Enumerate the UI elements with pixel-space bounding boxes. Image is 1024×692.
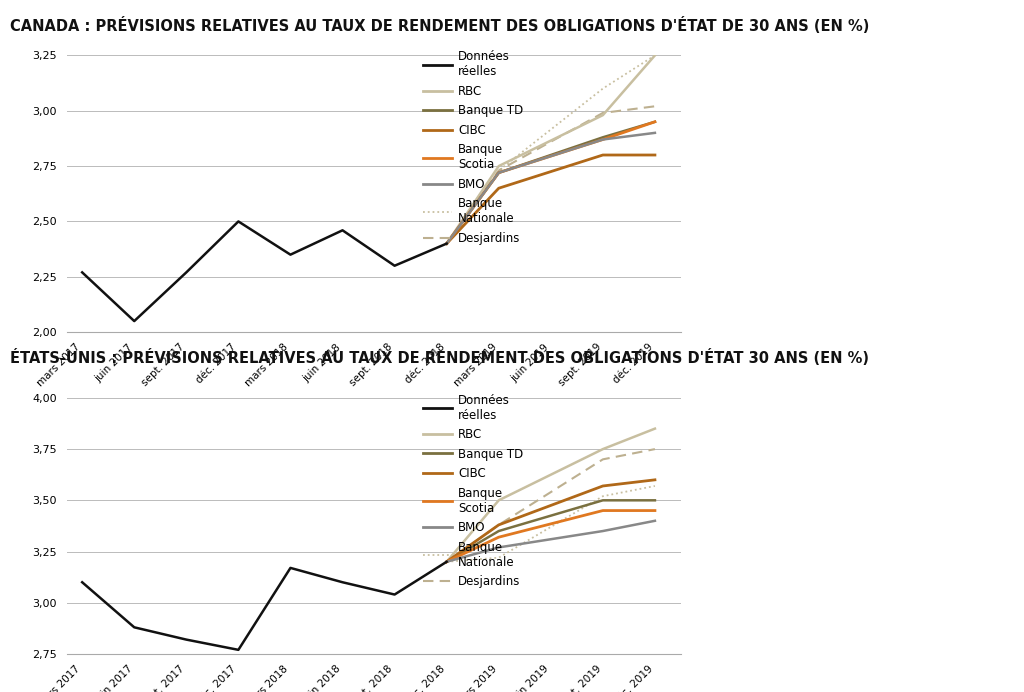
Text: CANADA : PRÉVISIONS RELATIVES AU TAUX DE RENDEMENT DES OBLIGATIONS D'ÉTAT DE 30 : CANADA : PRÉVISIONS RELATIVES AU TAUX DE… <box>10 17 869 35</box>
Legend: Données
réelles, RBC, Banque TD, CIBC, Banque
Scotia, BMO, Banque
Nationale, Des: Données réelles, RBC, Banque TD, CIBC, B… <box>423 394 523 588</box>
Text: ÉTATS-UNIS : PRÉVISIONS RELATIVES AU TAUX DE RENDEMENT DES OBLIGATIONS D'ÉTAT 30: ÉTATS-UNIS : PRÉVISIONS RELATIVES AU TAU… <box>10 349 869 367</box>
Legend: Données
réelles, RBC, Banque TD, CIBC, Banque
Scotia, BMO, Banque
Nationale, Des: Données réelles, RBC, Banque TD, CIBC, B… <box>423 51 523 245</box>
